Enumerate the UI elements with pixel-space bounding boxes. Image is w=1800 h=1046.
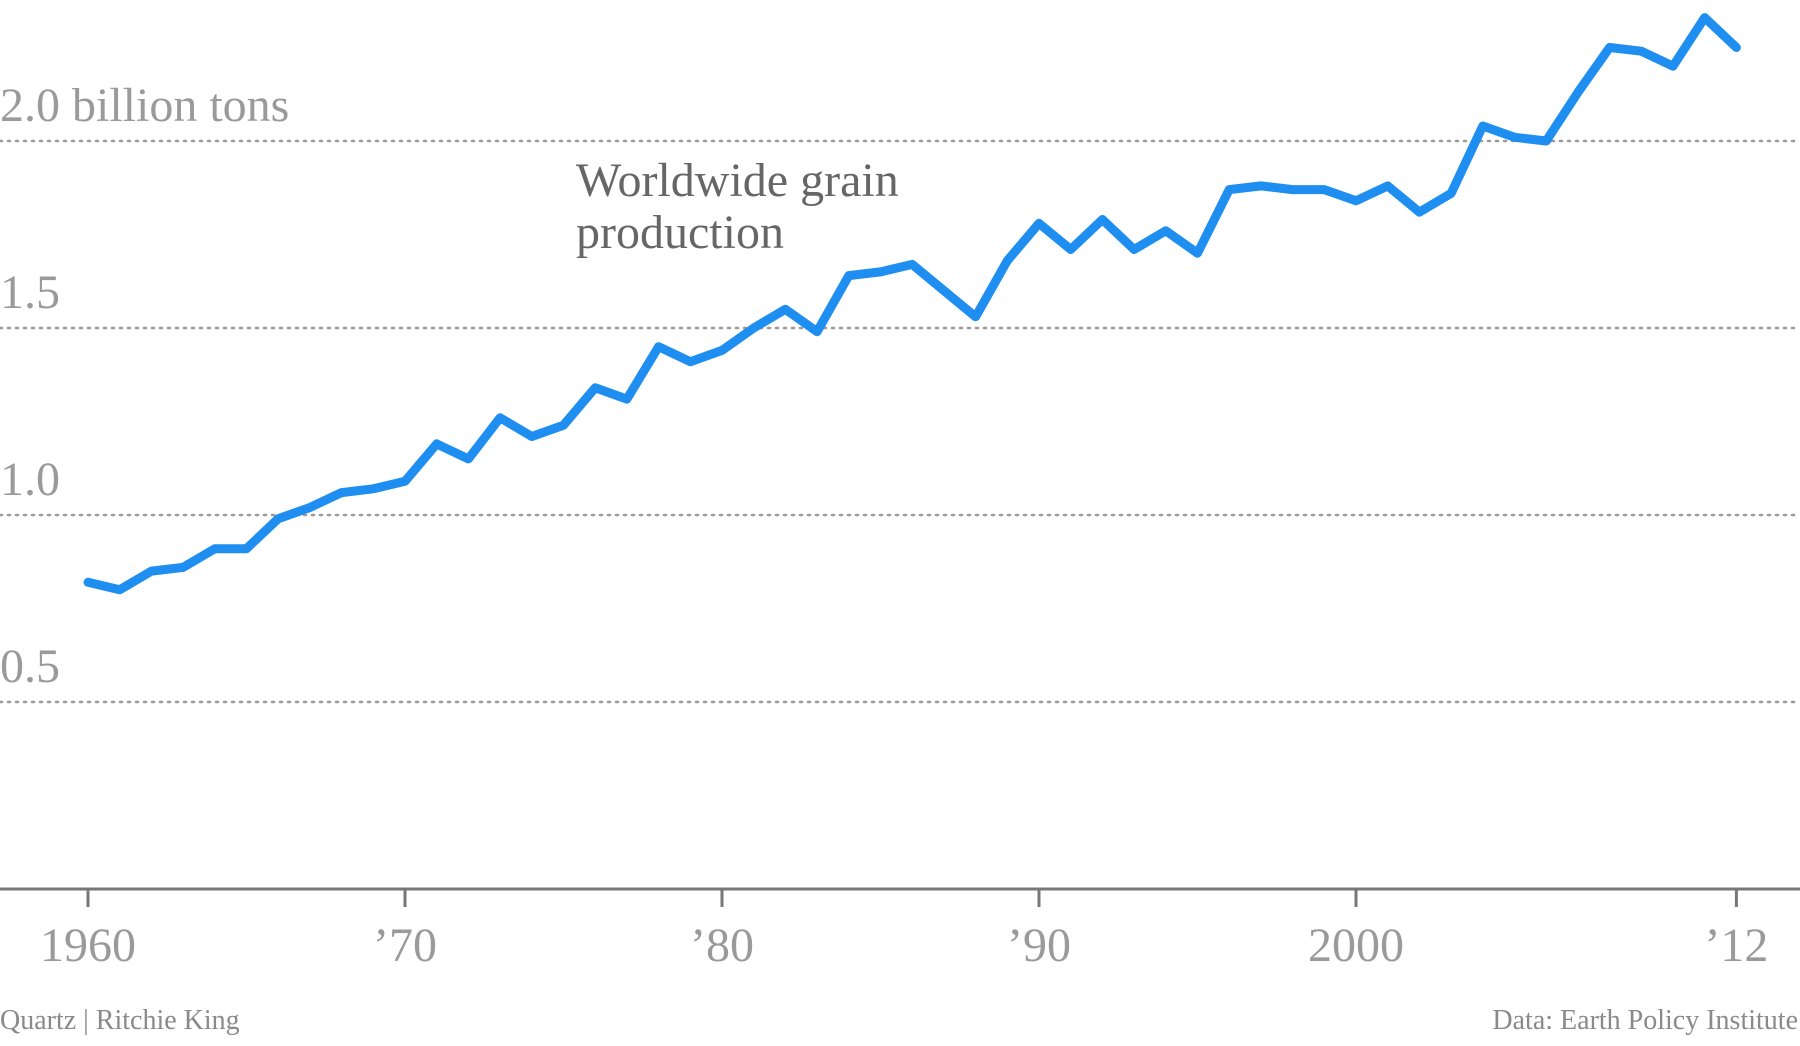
chart-annotation-line-2: production [576,206,784,259]
gridlines [0,139,1800,704]
x-tick-label: ’80 [690,919,754,972]
chart-annotation: Worldwide grain production [576,154,911,259]
series-line [83,13,1741,595]
x-tick-label: ’70 [373,919,437,972]
x-tick-label: 2000 [1308,919,1404,972]
chart-annotation-line-1: Worldwide grain [576,154,899,207]
y-tick-label: 1.0 [0,453,60,506]
y-tick-label: 2.0 billion tons [0,79,289,132]
y-tick-label: 0.5 [0,640,60,693]
y-tick-label: 1.5 [0,266,60,319]
x-tick-label: 1960 [40,919,136,972]
x-tick-label: ’90 [1007,919,1071,972]
x-tick-label: ’12 [1704,919,1768,972]
y-axis-labels: 0.5 1.0 1.5 2.0 billion tons [0,79,289,693]
series-lines [83,13,1741,595]
footer-credit: Quartz | Ritchie King [0,1005,240,1036]
footer-source: Data: Earth Policy Institute [1492,1005,1798,1036]
x-axis-ticks: 1960 ’70 ’80 ’90 2000 ’12 [40,889,1768,972]
